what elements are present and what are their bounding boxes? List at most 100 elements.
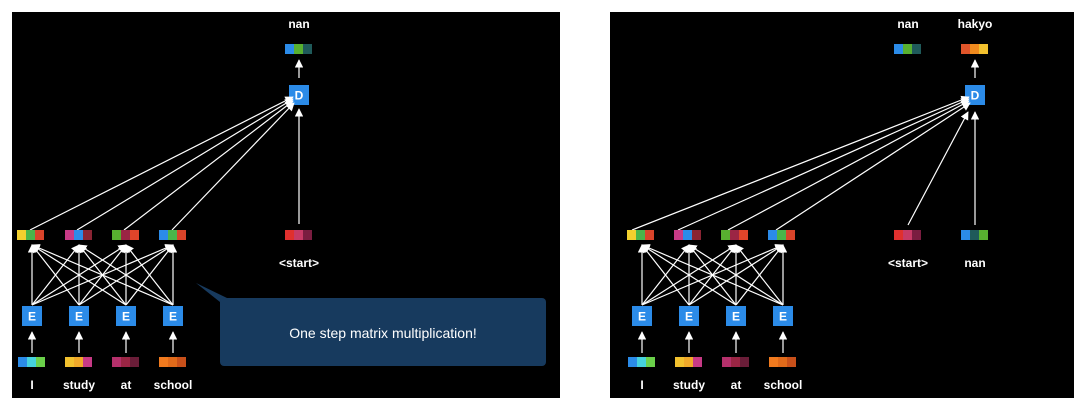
encoder-box-3: E: [726, 306, 746, 326]
word-label-3: at: [121, 378, 132, 392]
embedding-vector-2-cell-2: [74, 357, 83, 367]
encoder-box-4: E: [773, 306, 793, 326]
svg-text:E: E: [75, 310, 83, 324]
hidden-vector-4: [768, 230, 795, 240]
output-vector-nan-cell-1: [285, 44, 294, 54]
embedding-vector-3: [722, 357, 749, 367]
embedding-vector-2-cell-1: [65, 357, 74, 367]
nan-input-vector-cell-3: [979, 230, 988, 240]
hidden-vector-2-cell-3: [83, 230, 92, 240]
hidden-vector-1-cell-2: [26, 230, 35, 240]
hidden-vector-3-cell-2: [121, 230, 130, 240]
svg-text:E: E: [638, 310, 646, 324]
arrow-start-to-decoder: [907, 111, 969, 226]
hidden-vector-2: [674, 230, 701, 240]
embedding-vector-1-cell-2: [637, 357, 646, 367]
nan-input-vector: [961, 230, 988, 240]
start-vector-cell-1: [285, 230, 294, 240]
hidden-vector-4: [159, 230, 186, 240]
svg-text:E: E: [685, 310, 693, 324]
embedding-vector-4-cell-3: [177, 357, 186, 367]
encoder-box-3: E: [116, 306, 136, 326]
hidden-vector-3-cell-1: [721, 230, 730, 240]
hidden-vector-3-cell-3: [739, 230, 748, 240]
start-vector-cell-3: [912, 230, 921, 240]
svg-text:E: E: [122, 310, 130, 324]
hidden-vector-1-cell-3: [645, 230, 654, 240]
embedding-vector-2: [65, 357, 92, 367]
start-vector-cell-3: [303, 230, 312, 240]
decoder-label: D: [971, 89, 980, 103]
svg-text:E: E: [732, 310, 740, 324]
encoder-cross-connections: [637, 244, 788, 306]
output-label-nan: nan: [897, 17, 918, 31]
embedding-vector-3: [112, 357, 139, 367]
attention-lines: [631, 95, 971, 231]
start-label: <start>: [888, 256, 928, 270]
embedding-vector-4-cell-1: [159, 357, 168, 367]
hidden-vector-1-cell-1: [627, 230, 636, 240]
output-vector-hakyo-cell-1: [961, 44, 970, 54]
embedding-vector-3-cell-2: [121, 357, 130, 367]
output-label-nan: nan: [288, 17, 309, 31]
svg-text:E: E: [28, 310, 36, 324]
hidden-vector-4-cell-3: [177, 230, 186, 240]
output-label-hakyo: hakyo: [958, 17, 993, 31]
hidden-vector-1-cell-1: [17, 230, 26, 240]
encoder-box-2: E: [69, 306, 89, 326]
hidden-vector-2-cell-3: [692, 230, 701, 240]
output-vector-nan: [285, 44, 312, 54]
embedding-vector-3-cell-2: [731, 357, 740, 367]
hidden-vector-1-cell-2: [636, 230, 645, 240]
embedding-vector-3-cell-1: [722, 357, 731, 367]
embedding-vector-3-cell-3: [740, 357, 749, 367]
hidden-vector-3-cell-2: [730, 230, 739, 240]
hidden-vector-3-cell-1: [112, 230, 121, 240]
hidden-vector-4-cell-3: [786, 230, 795, 240]
embedding-arrows: [27, 331, 178, 353]
hidden-vector-1: [17, 230, 44, 240]
start-vector-cell-2: [903, 230, 912, 240]
output-vector-nan-cell-2: [294, 44, 303, 54]
start-vector: [894, 230, 921, 240]
output-vector-nan-cell-3: [303, 44, 312, 54]
embedding-arrows: [637, 331, 788, 353]
hidden-vector-2-cell-2: [74, 230, 83, 240]
word-label-1: I: [30, 378, 33, 392]
left-diagram: nan D <start>: [17, 17, 546, 392]
embedding-vector-2: [675, 357, 702, 367]
left-diagram-panel: nan D <start>: [12, 12, 560, 398]
start-vector-cell-2: [294, 230, 303, 240]
right-diagram-panel: nan hakyo D <start> nan: [610, 12, 1074, 398]
decoder-label: D: [295, 89, 304, 103]
word-label-4: school: [154, 378, 193, 392]
embedding-vector-1: [18, 357, 45, 367]
word-label-2: study: [63, 378, 95, 392]
embedding-vector-4: [159, 357, 186, 367]
embedding-vector-1: [628, 357, 655, 367]
hidden-vector-3: [721, 230, 748, 240]
hidden-vector-2-cell-1: [674, 230, 683, 240]
hidden-vector-3: [112, 230, 139, 240]
encoder-cross-connections: [27, 244, 178, 306]
embedding-vector-2-cell-3: [83, 357, 92, 367]
hidden-vector-4-cell-1: [768, 230, 777, 240]
start-vector: [285, 230, 312, 240]
svg-text:E: E: [169, 310, 177, 324]
encoder-box-1: E: [632, 306, 652, 326]
callout-bubble: One step matrix multiplication!: [196, 283, 546, 366]
decoder-box: [289, 85, 309, 105]
word-label-2: study: [673, 378, 705, 392]
output-vector-nan-cell-3: [912, 44, 921, 54]
output-vector-hakyo: [961, 44, 988, 54]
callout-text: One step matrix multiplication!: [289, 325, 477, 341]
decoder-box: [965, 85, 985, 105]
hidden-vector-4-cell-2: [168, 230, 177, 240]
nan-input-vector-cell-2: [970, 230, 979, 240]
hidden-vector-4-cell-1: [159, 230, 168, 240]
embedding-vector-2-cell-2: [684, 357, 693, 367]
hidden-vector-1: [627, 230, 654, 240]
word-label-4: school: [764, 378, 803, 392]
encoder-box-1: E: [22, 306, 42, 326]
encoder-box-4: E: [163, 306, 183, 326]
